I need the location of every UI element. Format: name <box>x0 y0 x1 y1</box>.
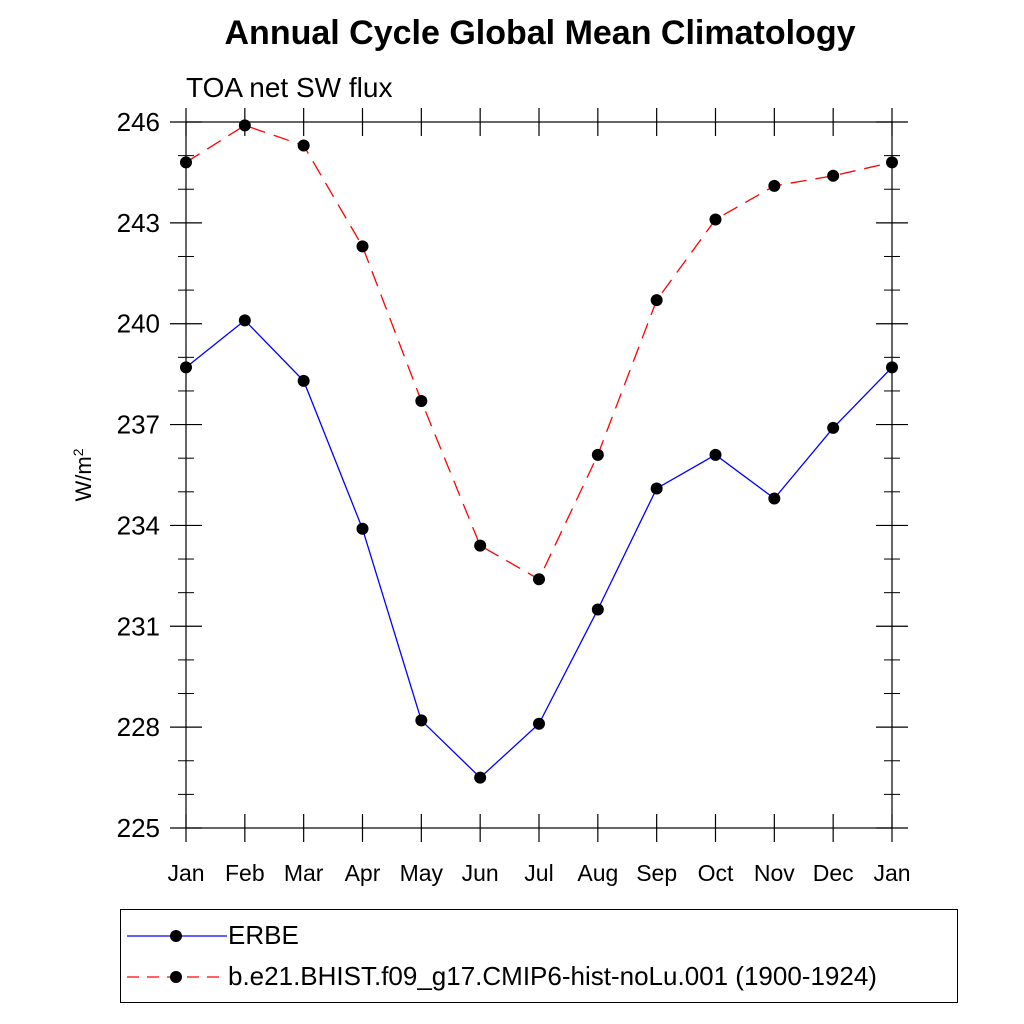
data-point-series-1 <box>533 573 545 586</box>
data-point-series-0 <box>533 717 545 730</box>
series-line-0 <box>185 319 893 779</box>
data-point-series-1 <box>180 156 192 169</box>
x-tick-label: Mar <box>284 860 324 886</box>
data-point-series-0 <box>650 482 663 495</box>
y-tick-label: 243 <box>117 208 160 238</box>
data-point-series-1 <box>356 240 369 253</box>
data-point-series-1 <box>238 119 251 132</box>
y-tick-label: 240 <box>117 309 160 339</box>
series-line-1 <box>185 124 893 581</box>
chart-subtitle: TOA net SW flux <box>186 72 393 103</box>
data-point-series-0 <box>415 714 428 727</box>
x-tick-label: Apr <box>345 860 381 886</box>
x-tick-label: Nov <box>754 860 795 886</box>
data-point-series-1 <box>827 169 840 182</box>
legend: ERBE b.e21.BHIST.f09_g17.CMIP6-hist-noLu… <box>120 909 958 1003</box>
x-tick-label: Dec <box>813 860 854 886</box>
legend-swatch-model <box>127 971 227 983</box>
data-point-series-0 <box>591 603 604 616</box>
y-tick-label: 228 <box>117 712 160 742</box>
x-tick-label: Jul <box>524 860 553 886</box>
legend-item-model: b.e21.BHIST.f09_g17.CMIP6-hist-noLu.001 … <box>121 957 957 997</box>
y-tick-label: 237 <box>117 410 160 440</box>
chart-title: Annual Cycle Global Mean Climatology <box>224 14 856 52</box>
y-tick-label: 225 <box>117 813 160 843</box>
x-tick-label: Oct <box>698 860 734 886</box>
y-axis-label: W/m2 <box>70 448 96 501</box>
data-point-series-0 <box>709 448 722 461</box>
x-tick-label: Aug <box>577 860 618 886</box>
data-point-series-1 <box>297 139 310 152</box>
data-point-series-0 <box>180 361 192 374</box>
data-point-series-0 <box>297 374 310 387</box>
data-point-series-1 <box>709 213 722 226</box>
data-point-series-0 <box>827 421 840 434</box>
x-tick-label: Feb <box>225 860 265 886</box>
legend-label-erbe: ERBE <box>228 920 299 950</box>
x-tick-label: Jan <box>167 860 204 886</box>
y-tick-label: 234 <box>117 510 160 540</box>
legend-label-model: b.e21.BHIST.f09_g17.CMIP6-hist-noLu.001 … <box>228 961 877 991</box>
data-point-series-0 <box>356 522 369 535</box>
data-point-series-1 <box>591 448 604 461</box>
data-point-series-1 <box>415 395 428 408</box>
legend-swatch-erbe <box>127 930 227 942</box>
data-point-series-1 <box>768 179 781 192</box>
data-point-series-0 <box>768 492 781 505</box>
x-tick-label: Sep <box>636 860 677 886</box>
data-point-series-1 <box>650 294 663 307</box>
data-point-series-0 <box>886 361 898 374</box>
x-tick-label: Jan <box>873 860 910 886</box>
x-tick-label: Jun <box>462 860 499 886</box>
data-point-series-0 <box>238 314 251 327</box>
data-point-series-1 <box>474 539 487 552</box>
y-tick-label: 231 <box>117 611 160 641</box>
legend-item-erbe: ERBE <box>121 916 957 956</box>
data-point-series-0 <box>474 771 487 784</box>
x-tick-label: May <box>400 860 444 886</box>
y-tick-label: 246 <box>117 107 160 137</box>
data-point-series-1 <box>886 156 898 169</box>
